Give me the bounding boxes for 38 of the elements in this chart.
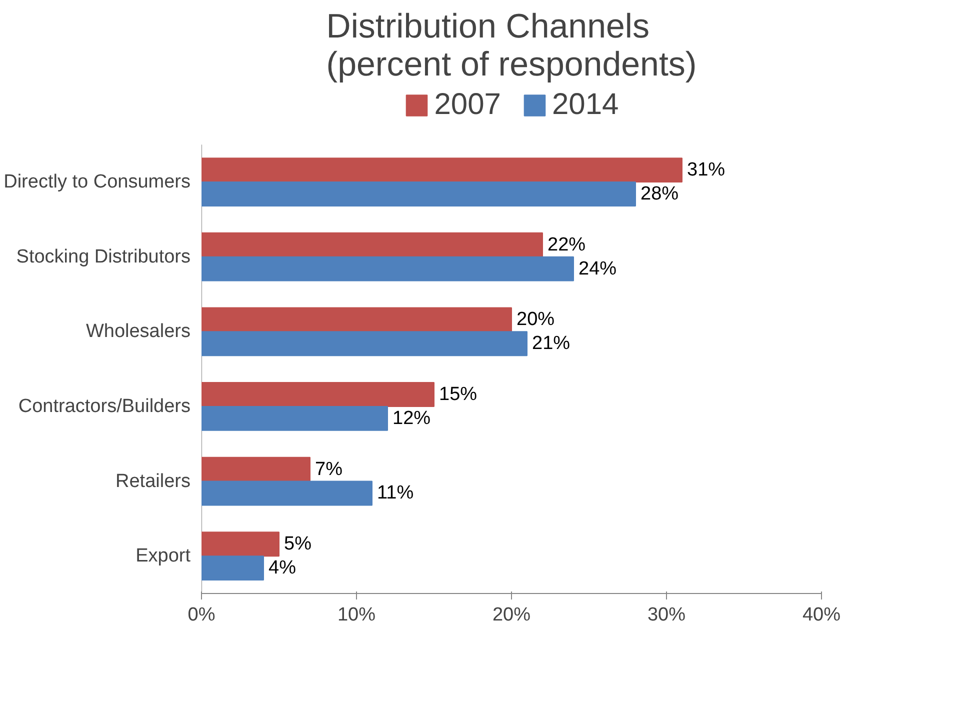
y-tick-label: Directly to Consumers: [4, 172, 191, 193]
x-tick-label: 20%: [492, 604, 531, 626]
bar: [202, 480, 372, 506]
bar: [202, 232, 543, 258]
bar: [202, 532, 280, 557]
chart-title: Distribution Channels (percent of respondents): [326, 8, 697, 84]
data-label: 24%: [578, 258, 617, 280]
data-label: 12%: [392, 408, 431, 429]
data-label: 5%: [284, 534, 312, 555]
data-label: 22%: [548, 234, 586, 256]
bar: [202, 331, 528, 356]
y-tick-label: Retailers: [116, 470, 191, 492]
x-tick-label: 10%: [337, 604, 376, 626]
y-tick-label: Wholesalers: [86, 321, 191, 342]
y-tick-label: Export: [136, 546, 192, 567]
data-label: 28%: [640, 183, 679, 204]
bar: [202, 307, 512, 332]
bar: [202, 182, 636, 206]
legend-label: 2007: [434, 88, 501, 122]
x-tick-label: 0%: [188, 604, 216, 626]
legend-label: 2014: [552, 88, 619, 122]
data-label: 7%: [315, 458, 343, 480]
data-label: 31%: [687, 160, 726, 181]
bar: [202, 456, 310, 482]
data-label: 21%: [532, 333, 570, 354]
data-label: 4%: [268, 558, 296, 579]
bar: [202, 382, 434, 407]
bar: [202, 406, 388, 431]
bar: [202, 256, 574, 282]
x-tick-label: 40%: [802, 604, 841, 626]
data-label: 20%: [516, 309, 555, 330]
data-label: 15%: [439, 384, 478, 405]
x-tick-label: 30%: [647, 604, 686, 626]
bar: [202, 158, 682, 183]
y-tick-label: Contractors/Builders: [18, 396, 190, 417]
data-label: 11%: [377, 482, 414, 504]
y-tick-label: Stocking Distributors: [16, 246, 191, 268]
bar: [202, 556, 264, 581]
